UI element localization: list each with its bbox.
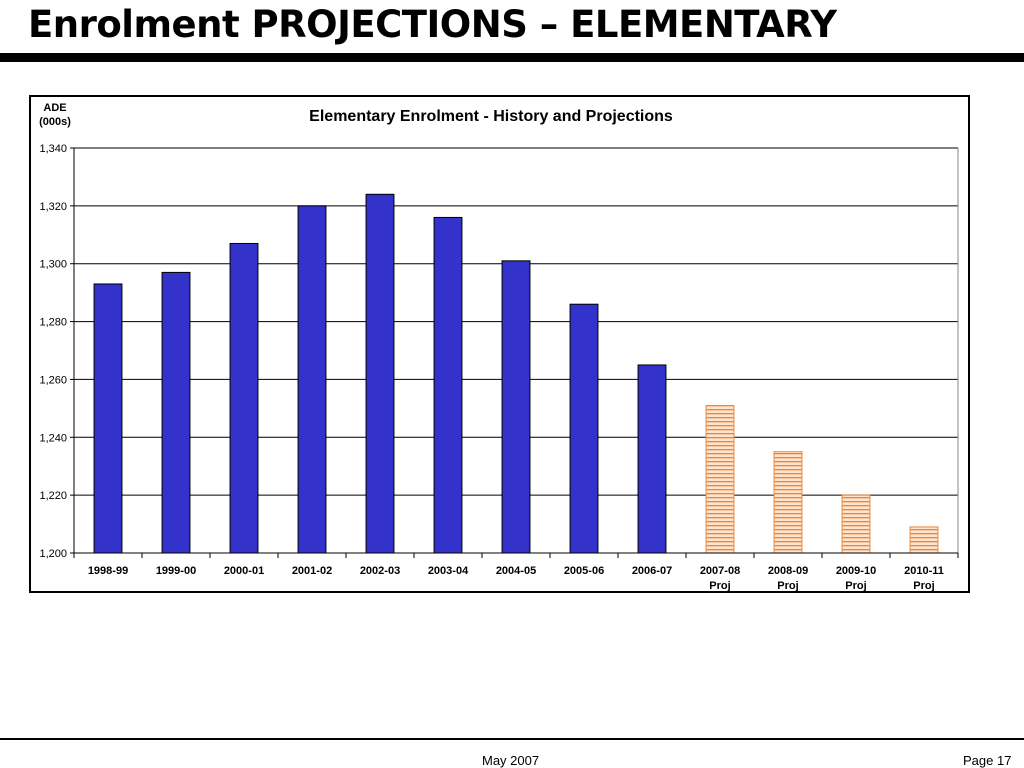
history-bar [433,216,463,554]
projected-bar [841,494,871,554]
history-bar [569,303,599,554]
y-tick-label: 1,340 [39,143,67,155]
history-bar [501,260,531,554]
x-tick-label: 2010-11 [904,565,944,577]
projected-bar [773,451,803,554]
x-tick-label: 1999-00 [156,565,196,577]
x-tick-label: 2003-04 [428,565,469,577]
x-tick-label: 2009-10 [836,565,876,577]
projected-bar [909,526,939,554]
y-tick-label: 1,240 [39,432,67,444]
x-tick-label: 2002-03 [360,565,400,577]
x-tick-label: 2001-02 [292,565,332,577]
x-tick-label: 2006-07 [632,565,672,577]
history-bar [161,271,191,554]
history-bar [93,283,123,554]
chart-title: Elementary Enrolment - History and Proje… [309,108,673,125]
y-tick-label: 1,200 [39,548,67,560]
x-tick-label: Proj [913,580,934,591]
page-number: Page 17 [963,753,1012,768]
x-tick-label: 2005-06 [564,565,604,577]
slide-title: Enrolment PROJECTIONS – ELEMENTARY [28,3,837,46]
x-tick-label: 1998-99 [88,565,128,577]
x-tick-label: Proj [777,580,798,591]
y-tick-label: 1,320 [39,201,67,213]
footer-divider [0,738,1024,740]
y-tick-label: 1,280 [39,317,67,329]
history-bar [637,364,667,554]
history-bar [365,193,395,554]
projected-bar [705,404,735,554]
x-tick-label: Proj [845,580,866,591]
x-tick-label: 2000-01 [224,565,264,577]
x-tick-label: 2004-05 [496,565,536,577]
x-tick-label: Proj [709,580,730,591]
footer-date: May 2007 [482,753,540,768]
x-tick-label: 2008-09 [768,565,808,577]
history-bar [297,205,327,554]
chart-frame: Elementary Enrolment - History and Proje… [29,95,970,593]
y-tick-label: 1,260 [39,374,67,386]
y-axis-label: ADE [43,102,66,114]
x-tick-label: 2007-08 [700,565,740,577]
history-bar [229,242,259,554]
y-tick-label: 1,300 [39,259,67,271]
enrolment-bar-chart: Elementary Enrolment - History and Proje… [39,102,959,591]
y-axis-label: (000s) [39,116,71,128]
y-tick-label: 1,220 [39,490,67,502]
title-divider [0,53,1024,62]
